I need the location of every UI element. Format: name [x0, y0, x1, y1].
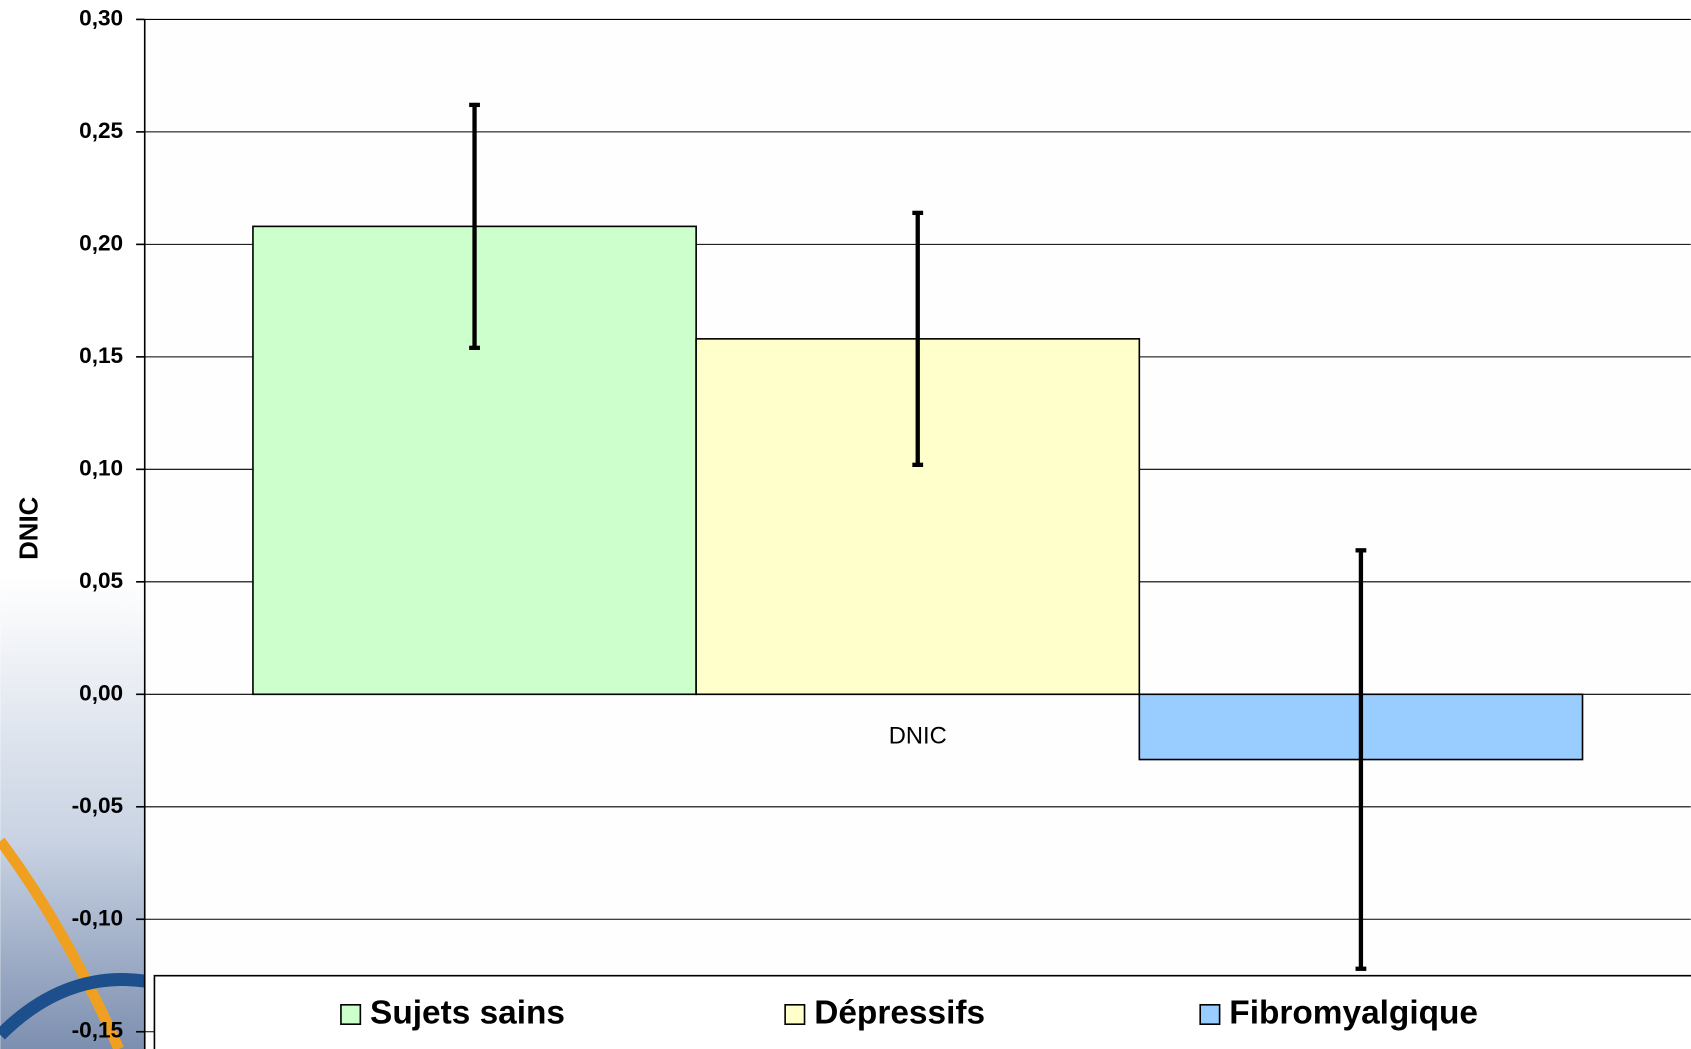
y-tick-label: 0,05	[79, 568, 123, 593]
y-tick-label: 0,20	[79, 230, 123, 255]
y-tick-label: 0,30	[79, 5, 123, 30]
error-bar	[912, 210, 924, 467]
legend-label: Sujets sains	[370, 994, 565, 1031]
legend-marker	[340, 1003, 362, 1026]
decor-curve	[0, 973, 146, 1040]
bars: DNIC	[252, 102, 1584, 971]
y-tick-label: 0,15	[79, 343, 123, 368]
y-tick-label: -0,10	[72, 905, 124, 930]
y-tick-label: 0,10	[79, 455, 123, 480]
legend-marker	[784, 1003, 806, 1026]
y-axis-title: DNIC	[15, 497, 43, 560]
x-tick-label: DNIC	[889, 724, 947, 750]
legend-marker	[1199, 1003, 1221, 1026]
y-tick-label: 0,25	[79, 118, 123, 143]
y-tick-label: -0,05	[72, 793, 124, 818]
y-tick-label: 0,00	[79, 680, 123, 705]
legend	[153, 974, 1691, 1049]
legend-label: Fibromyalgique	[1229, 994, 1478, 1031]
y-tick-label: -0,15	[72, 1018, 124, 1043]
decor-curve	[0, 837, 124, 1049]
error-bar	[1355, 548, 1367, 971]
legend-label: Dépressifs	[814, 994, 985, 1031]
legend-entries: Sujets sains Dépressifs Fibromyalgique	[340, 994, 1478, 1031]
error-bar	[469, 102, 480, 351]
